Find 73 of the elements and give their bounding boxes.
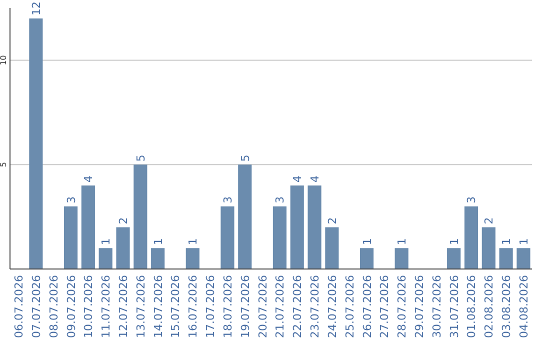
data-label: 1 bbox=[448, 238, 461, 246]
data-label: 2 bbox=[117, 217, 130, 224]
x-tick-label: 17.07.2026 bbox=[204, 275, 218, 338]
x-tick-label: 23.07.2026 bbox=[308, 275, 322, 338]
bar bbox=[516, 248, 530, 269]
bar bbox=[64, 206, 78, 269]
bar bbox=[447, 248, 461, 269]
x-tick-label: 12.07.2026 bbox=[117, 275, 130, 338]
x-tick-label: 03.08.2026 bbox=[500, 275, 514, 338]
x-tick-label: 10.07.2026 bbox=[82, 275, 96, 338]
bar bbox=[98, 248, 112, 269]
x-tick-label: 07.07.2026 bbox=[30, 275, 43, 338]
x-tick-label: 01.08.2026 bbox=[465, 275, 478, 338]
data-label: 3 bbox=[64, 196, 78, 204]
x-tick-label: 20.07.2026 bbox=[256, 275, 270, 338]
data-label: 12 bbox=[30, 1, 43, 16]
bar bbox=[151, 248, 165, 269]
data-label: 1 bbox=[517, 238, 530, 246]
x-tick-label: 26.07.2026 bbox=[360, 275, 374, 338]
data-label: 1 bbox=[186, 238, 200, 246]
x-tick-label: 15.07.2026 bbox=[169, 275, 182, 338]
data-label: 4 bbox=[82, 175, 96, 182]
bar bbox=[272, 206, 286, 269]
data-label: 1 bbox=[396, 238, 409, 246]
bar bbox=[186, 248, 200, 269]
bar bbox=[394, 248, 408, 269]
data-label: 3 bbox=[274, 196, 287, 204]
x-tick-label: 24.07.2026 bbox=[326, 275, 339, 338]
x-tick-label: 25.07.2026 bbox=[343, 275, 356, 338]
data-label: 3 bbox=[465, 196, 478, 204]
bar bbox=[360, 248, 374, 269]
x-tick-label: 09.07.2026 bbox=[64, 275, 78, 338]
x-tick-label: 06.07.2026 bbox=[12, 275, 26, 338]
x-tick-label: 13.07.2026 bbox=[134, 275, 148, 338]
x-tick-label: 30.07.2026 bbox=[430, 275, 444, 338]
x-tick-label: 28.07.2026 bbox=[396, 275, 409, 338]
bar bbox=[238, 164, 252, 269]
data-label: 3 bbox=[221, 196, 234, 204]
data-label: 2 bbox=[482, 217, 496, 224]
bar bbox=[290, 185, 304, 269]
data-label: 1 bbox=[360, 238, 374, 246]
data-label: 1 bbox=[500, 238, 514, 246]
data-label: 1 bbox=[152, 238, 165, 246]
bar bbox=[325, 227, 339, 269]
data-label: 4 bbox=[291, 175, 304, 182]
x-tick-label: 11.07.2026 bbox=[100, 275, 113, 338]
x-tick-label: 19.07.2026 bbox=[238, 275, 252, 338]
data-label: 2 bbox=[326, 217, 339, 224]
x-tick-label: 14.07.2026 bbox=[152, 275, 165, 338]
bar bbox=[482, 227, 496, 269]
data-label: 5 bbox=[238, 154, 252, 162]
bar bbox=[134, 164, 148, 269]
data-label: 5 bbox=[134, 154, 148, 162]
bar bbox=[220, 206, 234, 269]
bar bbox=[464, 206, 478, 269]
x-tick-label: 29.07.2026 bbox=[413, 275, 426, 338]
x-tick-label: 08.07.2026 bbox=[47, 275, 60, 338]
x-tick-label: 27.07.2026 bbox=[378, 275, 392, 338]
bar bbox=[116, 227, 130, 269]
data-label: 1 bbox=[100, 238, 113, 246]
x-tick-label: 31.07.2026 bbox=[448, 275, 461, 338]
bar bbox=[29, 18, 43, 269]
x-tick-label: 21.07.2026 bbox=[274, 275, 287, 338]
data-label: 4 bbox=[308, 175, 322, 182]
x-tick-label: 16.07.2026 bbox=[186, 275, 200, 338]
y-tick-label: 10 bbox=[0, 55, 8, 66]
x-tick-label: 02.08.2026 bbox=[482, 275, 496, 338]
bar bbox=[499, 248, 513, 269]
x-tick-label: 22.07.2026 bbox=[291, 275, 304, 338]
x-tick-label: 04.08.2026 bbox=[517, 275, 530, 338]
x-tick-label: 18.07.2026 bbox=[221, 275, 234, 338]
bar bbox=[308, 185, 322, 269]
bar bbox=[81, 185, 95, 269]
